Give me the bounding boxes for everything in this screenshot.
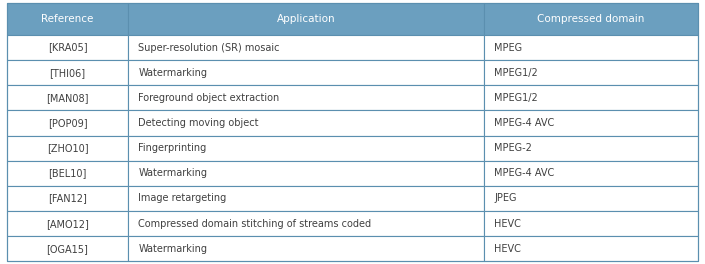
Bar — [484, 211, 698, 236]
Bar — [484, 110, 698, 136]
Text: Watermarking: Watermarking — [138, 168, 207, 178]
Text: MPEG: MPEG — [494, 43, 522, 53]
Bar — [7, 136, 128, 161]
Text: [ZHO10]: [ZHO10] — [47, 143, 88, 153]
Bar — [7, 3, 128, 35]
Text: Super-resolution (SR) mosaic: Super-resolution (SR) mosaic — [138, 43, 280, 53]
Text: Foreground object extraction: Foreground object extraction — [138, 93, 280, 103]
Bar — [484, 136, 698, 161]
Bar — [484, 161, 698, 186]
Text: [KRA05]: [KRA05] — [48, 43, 87, 53]
Text: [MAN08]: [MAN08] — [47, 93, 89, 103]
Text: Detecting moving object: Detecting moving object — [138, 118, 259, 128]
Text: Application: Application — [276, 14, 335, 24]
Text: MPEG1/2: MPEG1/2 — [494, 93, 538, 103]
Text: [FAN12]: [FAN12] — [48, 194, 87, 204]
Bar — [484, 3, 698, 35]
Bar — [128, 161, 484, 186]
Text: [THI06]: [THI06] — [49, 68, 85, 78]
Text: Watermarking: Watermarking — [138, 244, 207, 254]
Bar — [128, 85, 484, 110]
Bar — [7, 236, 128, 261]
Bar — [128, 60, 484, 85]
Bar — [484, 186, 698, 211]
Text: MPEG-4 AVC: MPEG-4 AVC — [494, 168, 554, 178]
Bar — [128, 136, 484, 161]
Bar — [7, 161, 128, 186]
Text: [BEL10]: [BEL10] — [49, 168, 87, 178]
Bar — [7, 110, 128, 136]
Bar — [7, 85, 128, 110]
Text: MPEG-2: MPEG-2 — [494, 143, 532, 153]
Text: MPEG-4 AVC: MPEG-4 AVC — [494, 118, 554, 128]
Text: [OGA15]: [OGA15] — [47, 244, 88, 254]
Text: HEVC: HEVC — [494, 219, 521, 229]
Text: HEVC: HEVC — [494, 244, 521, 254]
Bar — [128, 186, 484, 211]
Bar — [484, 85, 698, 110]
Text: [AMO12]: [AMO12] — [46, 219, 89, 229]
Text: Image retargeting: Image retargeting — [138, 194, 226, 204]
Text: MPEG1/2: MPEG1/2 — [494, 68, 538, 78]
Bar — [128, 3, 484, 35]
Text: JPEG: JPEG — [494, 194, 517, 204]
Text: [POP09]: [POP09] — [48, 118, 87, 128]
Bar — [7, 186, 128, 211]
Bar — [484, 60, 698, 85]
Bar — [128, 211, 484, 236]
Text: Reference: Reference — [42, 14, 94, 24]
Text: Compressed domain stitching of streams coded: Compressed domain stitching of streams c… — [138, 219, 372, 229]
Text: Compressed domain: Compressed domain — [537, 14, 644, 24]
Bar — [7, 35, 128, 60]
Bar — [484, 236, 698, 261]
Bar — [7, 60, 128, 85]
Bar — [128, 236, 484, 261]
Bar — [128, 110, 484, 136]
Text: Fingerprinting: Fingerprinting — [138, 143, 207, 153]
Bar — [484, 35, 698, 60]
Bar — [7, 211, 128, 236]
Bar — [128, 35, 484, 60]
Text: Watermarking: Watermarking — [138, 68, 207, 78]
